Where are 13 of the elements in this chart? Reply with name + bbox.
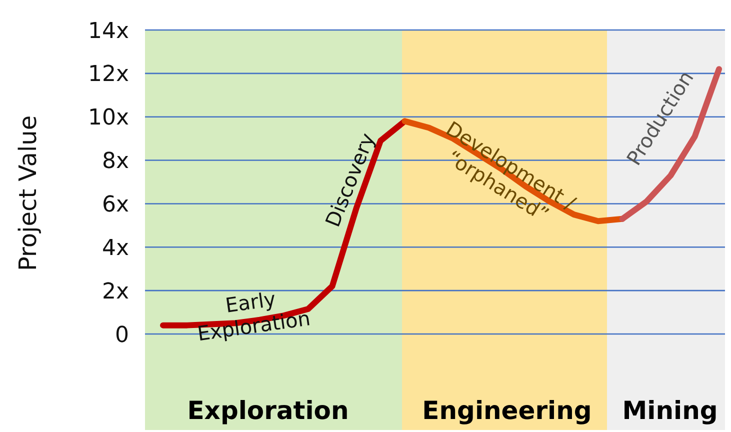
y-tick-label: 10x [88, 106, 129, 131]
text: Engineering [422, 396, 592, 425]
text: Mining [622, 396, 718, 425]
y-tick-label: 6x [102, 192, 129, 218]
text: Exploration [187, 396, 349, 425]
y-tick-label: 2x [102, 279, 129, 304]
y-tick-label: 0 [115, 322, 129, 348]
y-axis-title: Project Value [13, 114, 43, 273]
y-tick-label: 12x [88, 62, 129, 88]
y-tick-label: 8x [102, 149, 129, 174]
annotation: Early Exploration [196, 286, 312, 346]
y-tick-label: 4x [102, 236, 129, 261]
y-tick-label: 14x [88, 18, 129, 44]
